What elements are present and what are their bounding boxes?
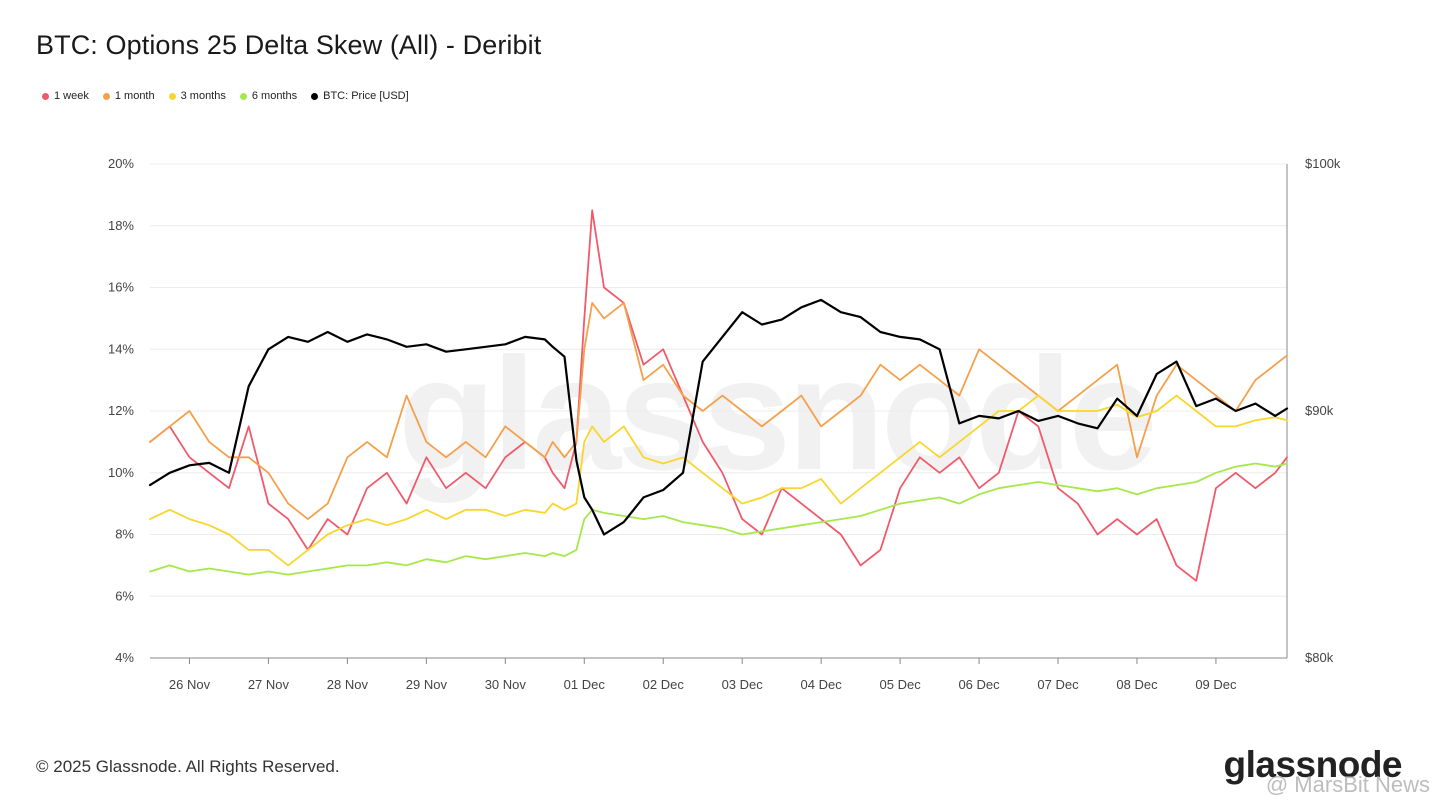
x-tick-label: 27 Nov [248,677,290,692]
x-tick-label: 09 Dec [1195,677,1237,692]
y-left-tick-label: 18% [108,218,134,233]
y-left-tick-label: 16% [108,280,134,295]
legend-label: BTC: Price [USD] [323,90,409,102]
y-left-tick-label: 10% [108,465,134,480]
y-left-tick-label: 6% [115,588,134,603]
series-line-1-week [149,209,1288,582]
y-left-tick-label: 20% [108,156,134,171]
legend-item-btc-price[interactable]: BTC: Price [USD] [311,90,409,102]
x-tick-label: 06 Dec [958,677,1000,692]
legend-dot-icon [168,92,176,100]
x-tick-label: 01 Dec [564,677,606,692]
x-tick-label: 28 Nov [327,677,369,692]
chart-legend: 1 week 1 month 3 months 6 months BTC: Pr… [42,90,409,102]
y-right-tick-label: $100k [1305,156,1341,171]
legend-dot-icon [239,92,247,100]
y-left-tick-label: 14% [108,341,134,356]
series-line-btc-price-usd [148,298,1289,536]
legend-label: 3 months [180,90,226,102]
legend-dot-icon [311,92,319,100]
x-tick-label: 03 Dec [722,677,764,692]
page-title: BTC: Options 25 Delta Skew (All) - Derib… [36,30,542,60]
y-left-tick-label: 4% [115,650,134,665]
x-tick-label: 07 Dec [1037,677,1079,692]
series-line-1-month [149,301,1288,520]
x-tick-label: 05 Dec [880,677,922,692]
y-right-tick-label: $90k [1305,403,1334,418]
y-left-tick-label: 8% [115,527,134,542]
copyright-text: © 2025 Glassnode. All Rights Reserved. [36,757,340,776]
legend-label: 1 month [114,90,155,102]
series-line-6-months [149,462,1288,576]
y-left-tick-label: 12% [108,403,134,418]
legend-label: 6 months [251,90,298,102]
legend-item-1-week[interactable]: 1 week [42,90,89,102]
overlay-credit: @ MarsBit News [1265,772,1430,797]
x-tick-label: 26 Nov [169,677,211,692]
x-tick-label: 02 Dec [643,677,685,692]
x-tick-label: 08 Dec [1116,677,1158,692]
legend-item-3-months[interactable]: 3 months [168,90,226,102]
series-line-3-months [149,394,1288,567]
y-right-tick-label: $80k [1305,650,1334,665]
x-tick-label: 29 Nov [406,677,448,692]
legend-label: 1 week [54,90,89,102]
legend-item-1-month[interactable]: 1 month [102,90,155,102]
brand-logo: glassnode [1223,744,1403,785]
legend-dot-icon [42,92,49,100]
legend-item-6-months[interactable]: 6 months [239,90,298,102]
legend-dot-icon [102,92,110,100]
x-tick-label: 04 Dec [801,677,843,692]
x-tick-label: 30 Nov [485,677,527,692]
